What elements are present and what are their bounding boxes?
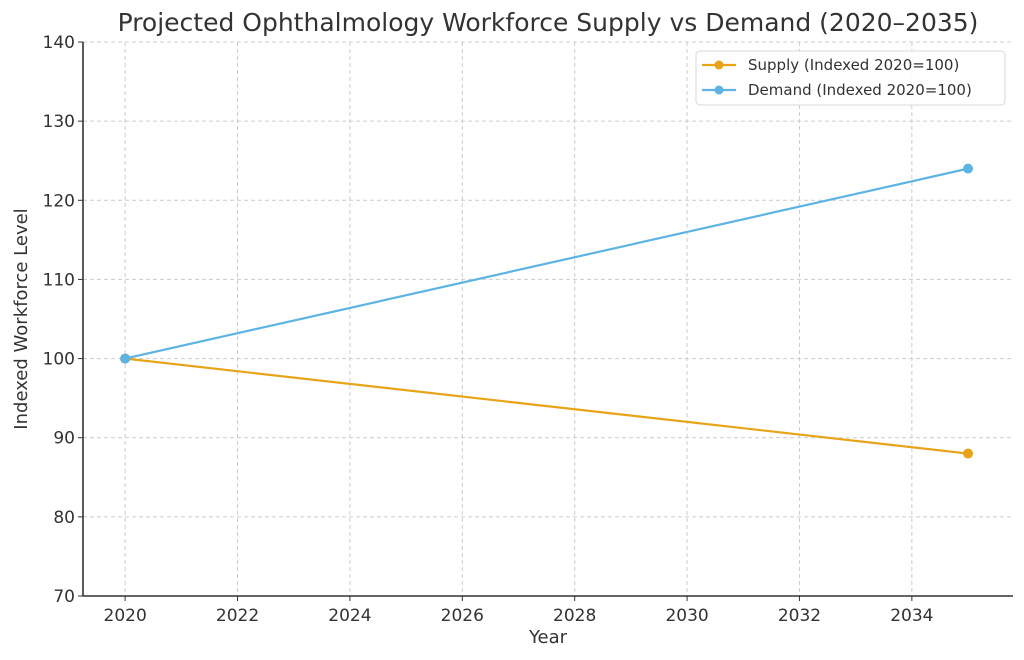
y-tick-label: 110 <box>43 270 75 290</box>
x-tick-label: 2024 <box>328 606 371 626</box>
y-tick-label: 70 <box>53 587 75 607</box>
y-tick-label: 120 <box>43 191 75 211</box>
data-point <box>963 163 974 174</box>
x-tick-label: 2032 <box>778 606 821 626</box>
data-point <box>120 353 131 364</box>
legend-item: Supply (Indexed 2020=100) <box>702 56 959 74</box>
x-axis-label: Year <box>528 627 568 648</box>
series-demand <box>120 163 974 364</box>
legend-marker-icon <box>714 60 724 70</box>
legend-item: Demand (Indexed 2020=100) <box>702 81 972 99</box>
legend-marker-icon <box>714 85 724 95</box>
legend-label: Supply (Indexed 2020=100) <box>748 56 959 74</box>
x-tick-label: 2030 <box>665 606 708 626</box>
x-tick-label: 2020 <box>104 606 147 626</box>
data-point <box>963 448 974 459</box>
y-tick-label: 80 <box>53 508 75 528</box>
legend-box <box>695 50 1006 106</box>
x-tick-label: 2026 <box>441 606 484 626</box>
x-axis-ticks: 2020 2022 2024 2026 2028 2030 2032 2034 <box>104 596 933 626</box>
legend: Supply (Indexed 2020=100) Demand (Indexed… <box>695 50 1006 106</box>
x-tick-label: 2022 <box>216 606 259 626</box>
series-supply <box>120 353 974 459</box>
y-tick-label: 100 <box>43 350 75 370</box>
y-tick-label: 90 <box>53 429 75 449</box>
x-tick-label: 2028 <box>553 606 596 626</box>
y-tick-label: 140 <box>43 33 75 53</box>
series-line <box>124 167 969 360</box>
grid <box>83 41 1013 597</box>
x-tick-label: 2034 <box>890 606 933 626</box>
y-axis-ticks: 70 80 90 100 110 120 130 140 <box>43 33 83 607</box>
series-layer <box>120 163 974 459</box>
y-tick-label: 130 <box>43 112 75 132</box>
series-line <box>125 357 969 455</box>
chart-title: Projected Ophthalmology Workforce Supply… <box>118 8 979 37</box>
y-axis-label: Indexed Workforce Level <box>11 208 32 429</box>
legend-label: Demand (Indexed 2020=100) <box>748 81 972 99</box>
